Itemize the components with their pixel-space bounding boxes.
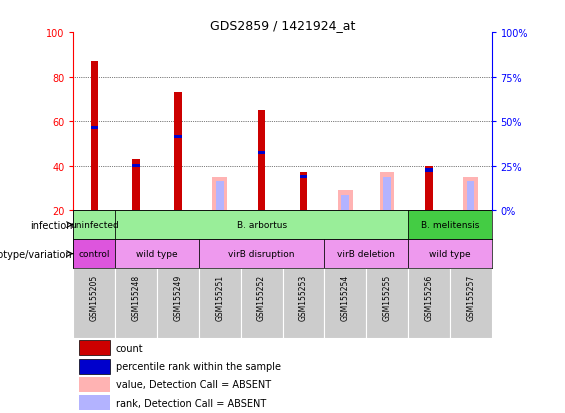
Bar	[79, 359, 110, 374]
Bar	[408, 211, 492, 240]
Text: GSM155252: GSM155252	[257, 274, 266, 320]
Bar	[199, 268, 241, 339]
Bar	[299, 173, 307, 211]
Bar	[90, 62, 98, 211]
Title: GDS2859 / 1421924_at: GDS2859 / 1421924_at	[210, 19, 355, 32]
Text: uninfected: uninfected	[70, 221, 119, 230]
Text: GSM155253: GSM155253	[299, 274, 308, 320]
Text: GSM155255: GSM155255	[383, 274, 392, 320]
Bar	[241, 268, 282, 339]
Bar	[467, 182, 475, 211]
Bar	[282, 268, 324, 339]
Text: GSM155254: GSM155254	[341, 274, 350, 320]
Bar	[115, 240, 199, 268]
Text: B. melitensis: B. melitensis	[420, 221, 479, 230]
Bar	[73, 211, 115, 240]
Text: GSM155248: GSM155248	[132, 274, 141, 320]
Bar	[338, 191, 353, 211]
Text: wild type: wild type	[136, 249, 178, 259]
Bar	[299, 176, 307, 179]
Text: genotype/variation: genotype/variation	[0, 249, 72, 259]
Text: percentile rank within the sample: percentile rank within the sample	[116, 361, 281, 371]
Bar	[425, 166, 433, 211]
Bar	[258, 111, 266, 211]
Bar	[174, 93, 182, 211]
Text: value, Detection Call = ABSENT: value, Detection Call = ABSENT	[116, 380, 271, 389]
Bar	[73, 268, 115, 339]
Text: GSM155257: GSM155257	[466, 274, 475, 320]
Text: GSM155256: GSM155256	[424, 274, 433, 320]
Text: infection: infection	[30, 220, 72, 230]
Text: GSM155249: GSM155249	[173, 274, 182, 320]
Bar	[79, 340, 110, 355]
Text: wild type: wild type	[429, 249, 471, 259]
Bar	[174, 136, 182, 139]
Bar	[425, 169, 433, 172]
Bar	[383, 177, 391, 211]
Bar	[132, 164, 140, 168]
Bar	[258, 151, 266, 154]
Text: rank, Detection Call = ABSENT: rank, Detection Call = ABSENT	[116, 398, 266, 408]
Bar	[380, 173, 394, 211]
Bar	[115, 211, 408, 240]
Bar	[212, 177, 227, 211]
Bar	[408, 240, 492, 268]
Text: virB deletion: virB deletion	[337, 249, 395, 259]
Bar	[79, 377, 110, 392]
Bar	[216, 182, 224, 211]
Bar	[463, 177, 478, 211]
Bar	[132, 159, 140, 211]
Text: control: control	[79, 249, 110, 259]
Text: virB disruption: virB disruption	[228, 249, 295, 259]
Bar	[115, 268, 157, 339]
Bar	[324, 240, 408, 268]
Text: count: count	[116, 343, 144, 353]
Bar	[79, 396, 110, 411]
Bar	[324, 268, 366, 339]
Text: B. arbortus: B. arbortus	[237, 221, 286, 230]
Bar	[341, 195, 349, 211]
Bar	[90, 127, 98, 130]
Bar	[73, 240, 115, 268]
Bar	[199, 240, 324, 268]
Bar	[450, 268, 492, 339]
Bar	[408, 268, 450, 339]
Bar	[366, 268, 408, 339]
Text: GSM155205: GSM155205	[90, 274, 99, 320]
Bar	[157, 268, 199, 339]
Text: GSM155251: GSM155251	[215, 274, 224, 320]
